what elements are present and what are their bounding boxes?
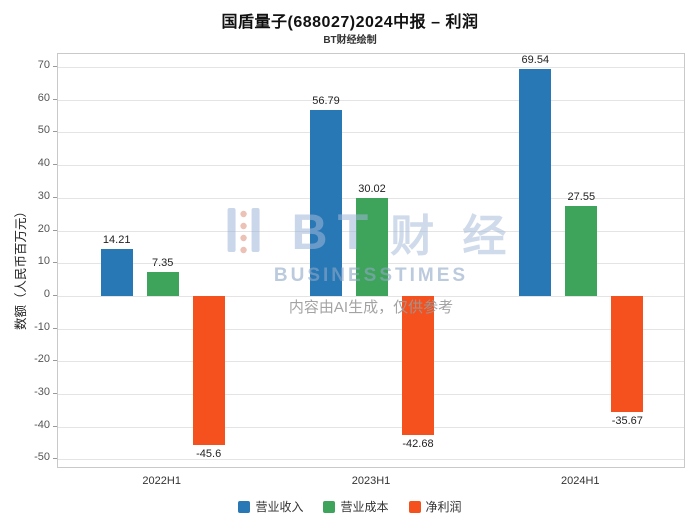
bar-营业收入-2023H1 — [310, 110, 342, 296]
bt-logo-icon — [227, 206, 280, 259]
chart-title: 国盾量子(688027)2024中报 – 利润 — [221, 14, 479, 31]
bar-净利润-2024H1 — [611, 295, 644, 413]
gridline — [58, 459, 684, 461]
legend-item-营业成本[interactable]: 营业成本 — [323, 498, 389, 515]
watermark-ai-note: 内容由AI生成，仅供参考 — [288, 299, 454, 316]
bar-value-label: 14.21 — [102, 234, 131, 247]
y-axis-tick-label: 60 — [37, 91, 50, 104]
gridline — [58, 426, 684, 428]
bar-value-label: 56.79 — [312, 95, 340, 108]
y-axis-tick — [53, 196, 57, 198]
y-axis-tick-label: 50 — [37, 124, 50, 137]
bar-营业成本-2022H1 — [146, 271, 179, 296]
y-axis-tick-label: -30 — [34, 385, 50, 398]
x-axis-label: 2023H1 — [351, 475, 391, 487]
bar-营业收入-2022H1 — [100, 249, 133, 296]
y-axis-tick-label: 0 — [43, 287, 50, 300]
y-axis-tick — [53, 360, 57, 362]
y-axis-tick-label: 30 — [37, 189, 50, 202]
legend-label: 营业收入 — [255, 500, 304, 514]
y-axis-tick-label: -10 — [34, 320, 50, 333]
legend-item-营业收入[interactable]: 营业收入 — [238, 498, 303, 515]
y-axis-tick — [53, 131, 57, 133]
legend-item-净利润[interactable]: 净利润 — [408, 498, 462, 515]
gridline — [58, 132, 684, 134]
y-axis-tick — [53, 392, 57, 394]
gridline — [58, 99, 684, 101]
bar-value-label: 27.55 — [567, 190, 596, 203]
bar-value-label: -42.68 — [402, 438, 434, 451]
legend-label: 营业成本 — [340, 500, 389, 514]
bar-营业收入-2024H1 — [519, 68, 552, 296]
y-axis-tick-label: 20 — [37, 222, 50, 235]
bar-净利润-2022H1 — [192, 295, 225, 445]
y-axis-tick-label: 70 — [37, 59, 50, 72]
x-axis-label: 2022H1 — [142, 475, 181, 487]
bar-value-label: 69.54 — [521, 53, 550, 66]
bar-营业成本-2024H1 — [565, 205, 598, 296]
bar-营业成本-2023H1 — [356, 197, 388, 296]
gridline — [58, 328, 684, 330]
legend-swatch — [238, 500, 251, 513]
y-axis-tick — [53, 262, 57, 264]
legend-swatch — [323, 500, 336, 513]
y-axis-tick-label: -20 — [34, 353, 50, 366]
gridline — [58, 393, 684, 395]
bar-value-label: -35.67 — [611, 415, 643, 428]
gridline — [58, 165, 684, 167]
y-axis-tick — [53, 458, 57, 460]
plot-area: BT 财 经 BUSINESSTIMES 内容由AI生成，仅供参考 14.21 7… — [57, 53, 685, 468]
watermark-cn-text: 财 经 — [390, 212, 515, 261]
legend: 营业收入 营业成本 净利润 — [0, 498, 700, 515]
y-axis-tick — [53, 294, 57, 296]
gridline — [58, 295, 684, 297]
bar-value-label: -45.6 — [196, 447, 222, 460]
chart-subtitle: BT财经绘制 — [323, 35, 377, 46]
y-axis-tick — [53, 425, 57, 427]
y-axis-tick — [53, 98, 57, 100]
y-axis-tick — [53, 66, 57, 68]
y-axis-tick — [53, 229, 57, 231]
x-axis-label: 2024H1 — [561, 475, 600, 487]
legend-swatch — [408, 500, 421, 513]
bar-value-label: 30.02 — [358, 182, 386, 195]
gridline — [58, 67, 684, 69]
bar-value-label: 7.35 — [151, 256, 174, 269]
bar-净利润-2023H1 — [402, 295, 434, 436]
y-axis-tick-label: 10 — [37, 255, 50, 268]
y-axis-tick — [53, 164, 57, 166]
legend-label: 净利润 — [425, 500, 462, 514]
y-axis-tick-label: -40 — [34, 418, 50, 431]
gridline — [58, 361, 684, 363]
y-axis-tick — [53, 327, 57, 329]
y-axis-tick-label: 40 — [37, 157, 50, 170]
y-axis-tick-label: -50 — [34, 451, 50, 464]
